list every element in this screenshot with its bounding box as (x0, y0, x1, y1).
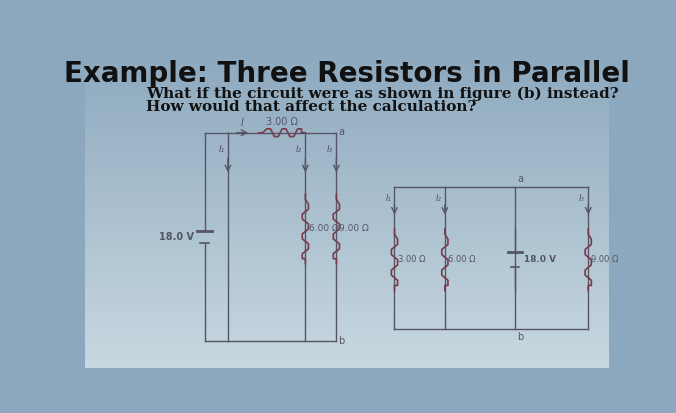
Text: I: I (241, 118, 244, 128)
Text: 6.00 Ω: 6.00 Ω (309, 225, 339, 233)
Text: 18.0 V: 18.0 V (524, 255, 556, 264)
Text: How would that affect the calculation?: How would that affect the calculation? (147, 100, 477, 114)
Text: I₃: I₃ (327, 145, 333, 154)
Text: a: a (517, 173, 523, 183)
Text: What if the circuit were as shown in figure (b) instead?: What if the circuit were as shown in fig… (147, 86, 619, 101)
Text: 3.00 Ω: 3.00 Ω (266, 116, 298, 126)
Text: Example: Three Resistors in Parallel: Example: Three Resistors in Parallel (64, 59, 629, 88)
Text: b: b (517, 332, 524, 342)
Text: 9.00 Ω: 9.00 Ω (339, 225, 369, 233)
Text: I₂: I₂ (436, 194, 442, 203)
Text: b: b (338, 337, 344, 347)
Text: I₃: I₃ (579, 194, 585, 203)
Text: 9.00 Ω: 9.00 Ω (592, 255, 619, 264)
Text: 18.0 V: 18.0 V (159, 232, 194, 242)
Text: I₂: I₂ (296, 145, 302, 154)
Text: I₁: I₁ (218, 145, 225, 154)
Text: 3.00 Ω: 3.00 Ω (397, 255, 425, 264)
Text: 6.00 Ω: 6.00 Ω (448, 255, 475, 264)
Text: I₁: I₁ (385, 194, 391, 203)
Text: a: a (338, 127, 344, 137)
